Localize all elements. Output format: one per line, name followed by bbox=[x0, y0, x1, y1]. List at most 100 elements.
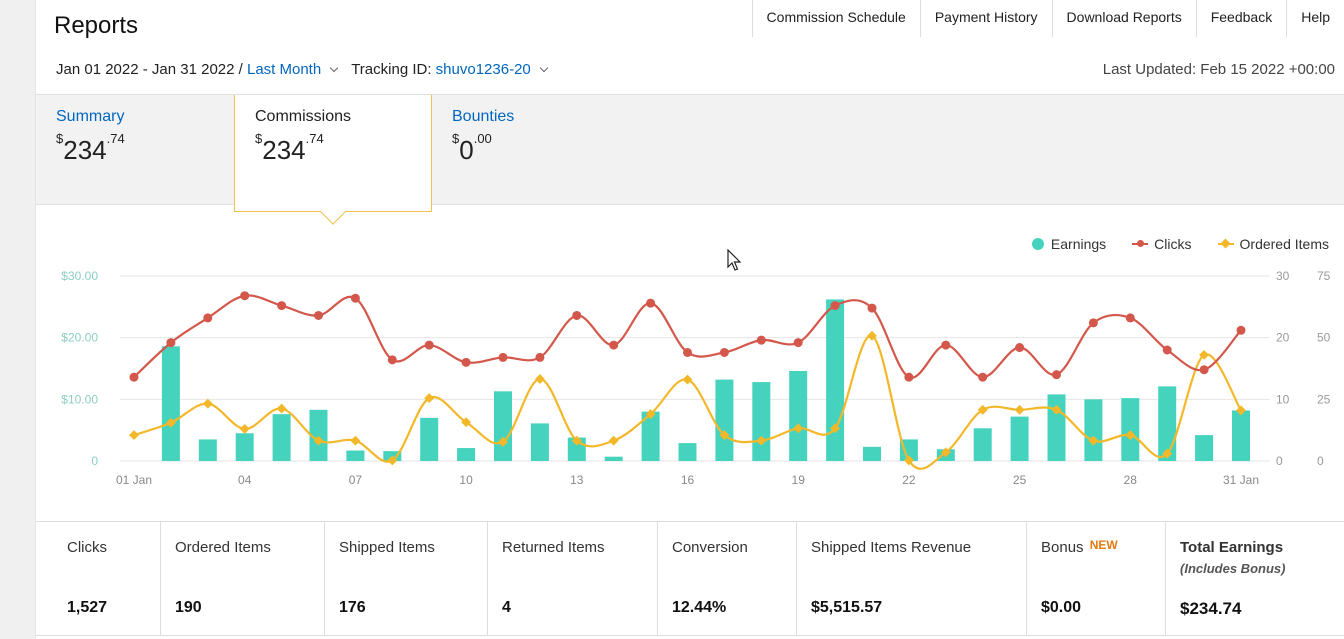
stat-label: Shipped Items Revenue bbox=[811, 539, 972, 556]
clicks-point bbox=[1236, 325, 1246, 335]
ordered-items-point bbox=[165, 417, 176, 428]
ordered-items-point bbox=[977, 404, 988, 415]
clicks-marker-icon bbox=[1132, 238, 1149, 250]
clicks-point bbox=[978, 372, 988, 382]
ordered-items-point bbox=[1051, 404, 1062, 415]
ordered-items-point bbox=[129, 430, 139, 441]
y-tick-label-earnings: $10.00 bbox=[61, 392, 98, 406]
tracking-id-dropdown[interactable]: shuvo1236-20 bbox=[435, 61, 531, 78]
ordered-items-point bbox=[534, 374, 545, 384]
earnings-bar bbox=[309, 409, 328, 461]
nav-help[interactable]: Help bbox=[1286, 0, 1344, 37]
stat-value: $234.74 bbox=[1180, 599, 1242, 618]
earnings-bar bbox=[899, 439, 918, 461]
clicks-point bbox=[1052, 370, 1061, 380]
chevron-down-icon[interactable] bbox=[329, 63, 339, 72]
earnings-dot-icon bbox=[1031, 238, 1044, 250]
period-dropdown[interactable]: Last Month bbox=[246, 61, 322, 78]
stat-ordered-items: Ordered Items 190 bbox=[160, 522, 324, 635]
clicks-point bbox=[1088, 318, 1098, 328]
clicks-point bbox=[1015, 343, 1025, 353]
earnings-bar bbox=[863, 446, 881, 461]
ordered-items-point bbox=[1236, 405, 1246, 416]
y-tick-label-ordered: 30 bbox=[1276, 269, 1290, 283]
stat-label: Total Earnings bbox=[1180, 539, 1284, 556]
legend-clicks[interactable]: Clicks bbox=[1132, 236, 1192, 252]
chart-canvas: 0 $10.00 $20.00 $30.00 0 10 20 30 0 25 50 75 01 Jan 0… bbox=[61, 269, 1330, 487]
new-badge: NEW bbox=[1089, 538, 1118, 552]
ordered-items-point bbox=[608, 435, 619, 446]
clicks-point bbox=[867, 303, 877, 313]
stat-label: Bonus NEW bbox=[1041, 538, 1118, 556]
ordered-items-point bbox=[756, 435, 767, 446]
ordered-items-point bbox=[1014, 404, 1025, 415]
x-tick-label: 01 Jan bbox=[116, 473, 152, 487]
x-tick-label: 28 bbox=[1124, 473, 1138, 487]
chevron-down-icon[interactable] bbox=[539, 63, 548, 72]
tab-commissions-label: Commissions bbox=[255, 108, 352, 125]
nav-download-reports[interactable]: Download Reports bbox=[1051, 0, 1196, 37]
y-tick-label-earnings: $30.00 bbox=[61, 269, 98, 283]
ordered-items-point bbox=[1088, 435, 1099, 446]
clicks-point bbox=[756, 335, 766, 345]
clicks-point bbox=[646, 298, 656, 308]
nav-commission-schedule[interactable]: Commission Schedule bbox=[751, 0, 920, 37]
ordered-items-point bbox=[239, 423, 250, 434]
ordered-marker-icon bbox=[1217, 238, 1234, 250]
earnings-bar bbox=[272, 414, 291, 461]
ordered-items-point bbox=[867, 330, 877, 341]
ordered-items-point bbox=[682, 374, 693, 385]
stat-conversion: Conversion 12.44% bbox=[657, 522, 796, 635]
y-tick-label-earnings: $20.00 bbox=[61, 331, 98, 345]
earnings-bar bbox=[494, 391, 512, 461]
stats-bar: Clicks 1,527 Ordered Items 190 Shipped I… bbox=[36, 521, 1344, 636]
clicks-point bbox=[240, 291, 250, 301]
earnings-bar bbox=[1158, 386, 1177, 461]
tab-commissions[interactable]: Commissions $234.74 bbox=[234, 95, 432, 225]
y-tick-label-ordered: 10 bbox=[1276, 392, 1290, 406]
clicks-point bbox=[277, 301, 287, 311]
earnings-bar bbox=[161, 346, 180, 461]
clicks-point bbox=[535, 352, 545, 362]
earnings-bar bbox=[530, 423, 549, 461]
stat-returned-items: Returned Items 4 bbox=[487, 522, 657, 635]
tab-bounties[interactable]: Bounties $0.00 bbox=[432, 95, 630, 205]
stat-label: Returned Items bbox=[502, 539, 605, 556]
clicks-point bbox=[793, 338, 803, 348]
legend-earnings[interactable]: Earnings bbox=[1031, 236, 1106, 252]
ordered-items-point bbox=[202, 398, 213, 409]
earnings-bar bbox=[604, 456, 623, 461]
tab-summary[interactable]: Summary $234.74 bbox=[36, 95, 234, 205]
stat-label: Conversion bbox=[672, 539, 748, 556]
nav-feedback[interactable]: Feedback bbox=[1195, 0, 1287, 37]
earnings-bar bbox=[1121, 398, 1140, 461]
earnings-bar bbox=[678, 443, 697, 461]
summary-amount: $234.74 bbox=[56, 131, 125, 165]
earnings-chart: Earnings Clicks Ordered Items 0 $10.00 $20… bbox=[36, 205, 1344, 521]
x-tick-label: 04 bbox=[238, 473, 252, 487]
earnings-bar bbox=[346, 450, 365, 461]
tab-bounties-label: Bounties bbox=[452, 108, 515, 125]
ordered-items-line bbox=[133, 334, 1242, 470]
earnings-bar bbox=[1195, 435, 1214, 461]
nav-payment-history[interactable]: Payment History bbox=[919, 0, 1052, 37]
x-tick-label: 22 bbox=[902, 473, 916, 487]
legend-ordered-items[interactable]: Ordered Items bbox=[1217, 236, 1329, 252]
x-tick-label: 07 bbox=[349, 473, 363, 487]
last-updated: Last Updated: Feb 15 2022 +00:00 bbox=[1102, 61, 1335, 78]
clicks-point bbox=[1162, 345, 1172, 355]
ordered-items-point bbox=[830, 423, 841, 434]
earnings-bar bbox=[1084, 399, 1103, 461]
ordered-items-point bbox=[1199, 349, 1210, 360]
earnings-bar bbox=[1047, 394, 1066, 461]
stat-value: $0.00 bbox=[1041, 599, 1082, 616]
y-tick-label-earnings: 0 bbox=[91, 454, 98, 468]
tracking-label: Tracking ID: bbox=[351, 61, 432, 78]
chart-legend: Earnings Clicks Ordered Items bbox=[1006, 236, 1329, 252]
clicks-point bbox=[498, 352, 508, 362]
earnings-bar bbox=[235, 433, 254, 461]
stat-value: 190 bbox=[175, 599, 202, 616]
clicks-point bbox=[203, 313, 213, 323]
stat-value: 1,527 bbox=[67, 599, 108, 616]
stat-bonus: Bonus NEW $0.00 bbox=[1026, 522, 1165, 635]
